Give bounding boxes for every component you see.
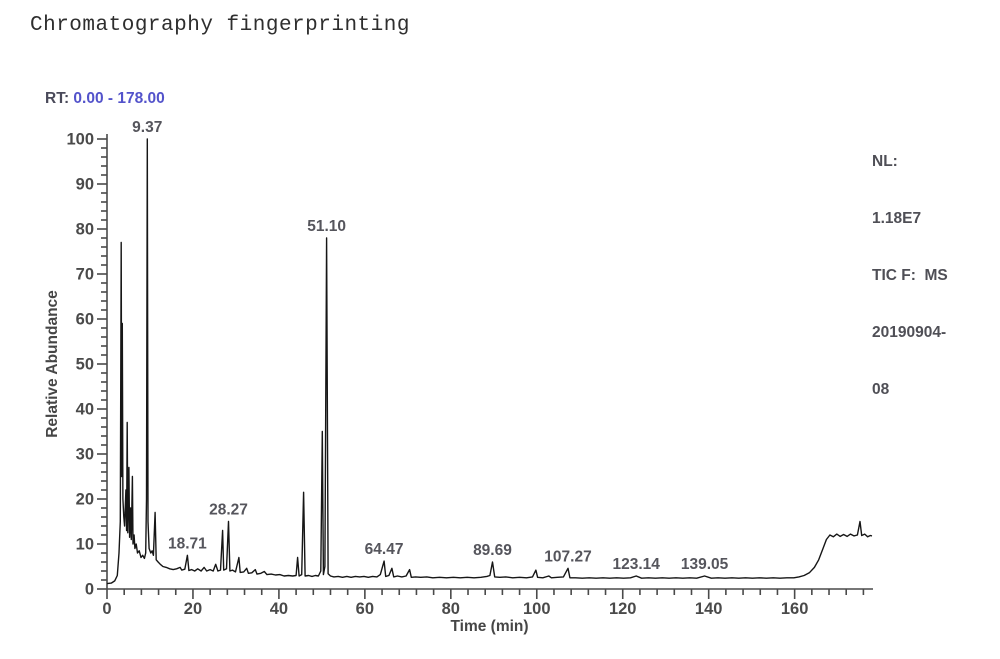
x-tick-label: 40 [270, 600, 288, 618]
y-tick-label: 10 [76, 536, 94, 554]
peak-label: 123.14 [613, 556, 661, 573]
rt-range-value: 0.00 - 178.00 [73, 90, 165, 107]
x-axis-title: Time (min) [450, 618, 528, 635]
nl-line: 08 [872, 381, 890, 398]
y-axis-title: Relative Abundance [44, 290, 61, 438]
x-tick-label: 120 [609, 600, 637, 618]
nl-line: TIC F: MS [872, 267, 948, 284]
rt-range-label: RT: 0.00 - 178.00 [45, 90, 165, 108]
y-tick-label: 0 [85, 581, 94, 599]
y-tick-label: 40 [76, 401, 94, 419]
y-tick-label: 80 [76, 221, 94, 239]
y-tick-label: 70 [76, 266, 94, 284]
x-tick-label: 60 [356, 600, 374, 618]
y-tick-label: 20 [76, 491, 94, 509]
peak-label: 107.27 [544, 548, 591, 565]
nl-line: NL: [872, 153, 898, 170]
x-tick-label: 140 [695, 600, 723, 618]
peak-label: 51.10 [307, 218, 346, 235]
rt-prefix: RT: [45, 90, 74, 107]
y-tick-label: 50 [76, 356, 94, 374]
y-tick-label: 90 [76, 176, 94, 194]
x-tick-label: 100 [523, 600, 551, 618]
peak-label: 18.71 [168, 535, 207, 552]
peak-label: 139.05 [681, 556, 729, 573]
nl-line: 20190904- [872, 324, 947, 341]
x-tick-label: 20 [184, 600, 202, 618]
nl-line: 1.18E7 [872, 210, 922, 227]
peak-label: 64.47 [365, 541, 404, 558]
y-tick-label: 100 [66, 131, 94, 149]
x-tick-label: 160 [781, 600, 809, 618]
y-tick-label: 30 [76, 446, 94, 464]
peak-label: 89.69 [473, 542, 512, 559]
page-title: Chromatography fingerprinting [30, 14, 410, 37]
peak-label: 28.27 [209, 502, 248, 519]
x-tick-label: 80 [442, 600, 460, 618]
nl-info-block: NL: 1.18E7 TIC F: MS 20190904- 08 [872, 114, 948, 437]
tic-trace [106, 138, 873, 585]
x-tick-label: 0 [102, 600, 111, 618]
peak-label: 9.37 [132, 119, 162, 136]
y-tick-label: 60 [76, 311, 94, 329]
